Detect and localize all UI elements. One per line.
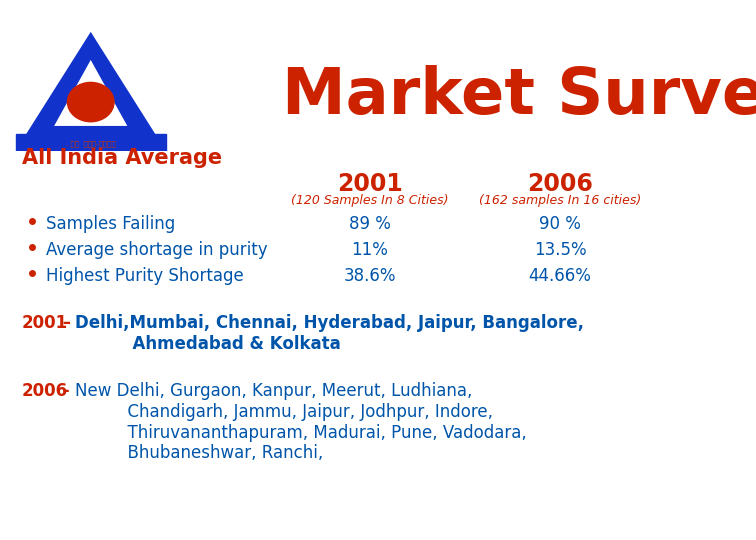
FancyBboxPatch shape — [16, 134, 166, 151]
Text: Average shortage in purity: Average shortage in purity — [46, 241, 268, 259]
Text: 2001: 2001 — [22, 314, 68, 332]
Text: 13.5%: 13.5% — [534, 241, 587, 259]
Text: 11%: 11% — [352, 241, 389, 259]
Polygon shape — [54, 60, 127, 126]
Text: New Delhi, Gurgaon, Kanpur, Meerut, Ludhiana,
          Chandigarh, Jammu, Jaipu: New Delhi, Gurgaon, Kanpur, Meerut, Ludh… — [75, 382, 527, 462]
Text: 38.6%: 38.6% — [344, 267, 396, 285]
Text: Samples Failing: Samples Failing — [46, 215, 175, 233]
Text: –: – — [57, 314, 77, 332]
Polygon shape — [24, 32, 157, 137]
Text: 2006: 2006 — [527, 172, 593, 196]
Text: 90 %: 90 % — [539, 215, 581, 233]
Text: Highest Purity Shortage: Highest Purity Shortage — [46, 267, 243, 285]
Text: . இக  ஒரு-மைதா: . இக ஒரு-மைதா — [66, 140, 116, 147]
Text: (120 Samples In 8 Cities): (120 Samples In 8 Cities) — [291, 194, 449, 207]
Text: 89 %: 89 % — [349, 215, 391, 233]
Text: 44.66%: 44.66% — [528, 267, 591, 285]
Text: -: - — [57, 382, 76, 400]
Text: Market Survey: Market Survey — [282, 65, 756, 128]
Text: 2001: 2001 — [337, 172, 403, 196]
Text: 2006: 2006 — [22, 382, 68, 400]
Text: Delhi,Mumbai, Chennai, Hyderabad, Jaipur, Bangalore,
          Ahmedabad & Kolka: Delhi,Mumbai, Chennai, Hyderabad, Jaipur… — [75, 314, 584, 353]
Circle shape — [67, 83, 114, 122]
Text: (162 samples In 16 cities): (162 samples In 16 cities) — [479, 194, 641, 207]
Text: All India Average: All India Average — [22, 148, 222, 168]
